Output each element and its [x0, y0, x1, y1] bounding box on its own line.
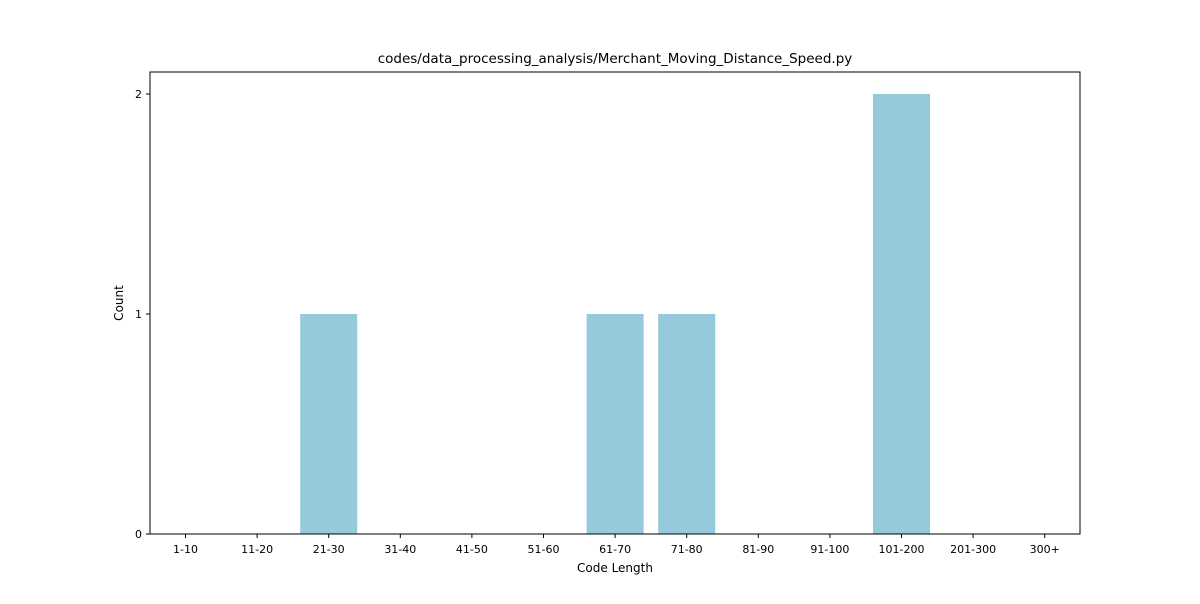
x-tick-label: 31-40 [384, 543, 416, 556]
bar-101-200 [873, 94, 930, 534]
bar-71-80 [658, 314, 716, 534]
y-tick-label: 0 [135, 528, 142, 541]
y-axis-title: Count [112, 285, 126, 321]
x-axis: 1-10 11-20 21-30 31-40 41-50 51-60 61-70 71-80 8… [173, 534, 1060, 556]
x-tick-label: 81-90 [742, 543, 774, 556]
x-tick-label: 201-300 [950, 543, 996, 556]
y-tick-label: 2 [135, 88, 142, 101]
chart-title: codes/data_processing_analysis/Merchant_… [378, 51, 853, 67]
x-tick-label: 1-10 [173, 543, 198, 556]
bar-21-30 [300, 314, 358, 534]
x-axis-title: Code Length [577, 561, 653, 575]
x-tick-label: 11-20 [241, 543, 273, 556]
x-tick-label: 41-50 [456, 543, 488, 556]
x-tick-label: 61-70 [599, 543, 631, 556]
x-tick-label: 91-100 [810, 543, 849, 556]
x-tick-label: 21-30 [313, 543, 345, 556]
x-tick-label: 71-80 [671, 543, 703, 556]
x-tick-label: 300+ [1030, 543, 1060, 556]
y-axis: 0 1 2 [135, 88, 150, 541]
x-tick-label: 101-200 [879, 543, 925, 556]
bar-61-70 [586, 314, 644, 534]
y-tick-label: 1 [135, 308, 142, 321]
x-tick-label: 51-60 [528, 543, 560, 556]
bars-group [300, 94, 930, 534]
